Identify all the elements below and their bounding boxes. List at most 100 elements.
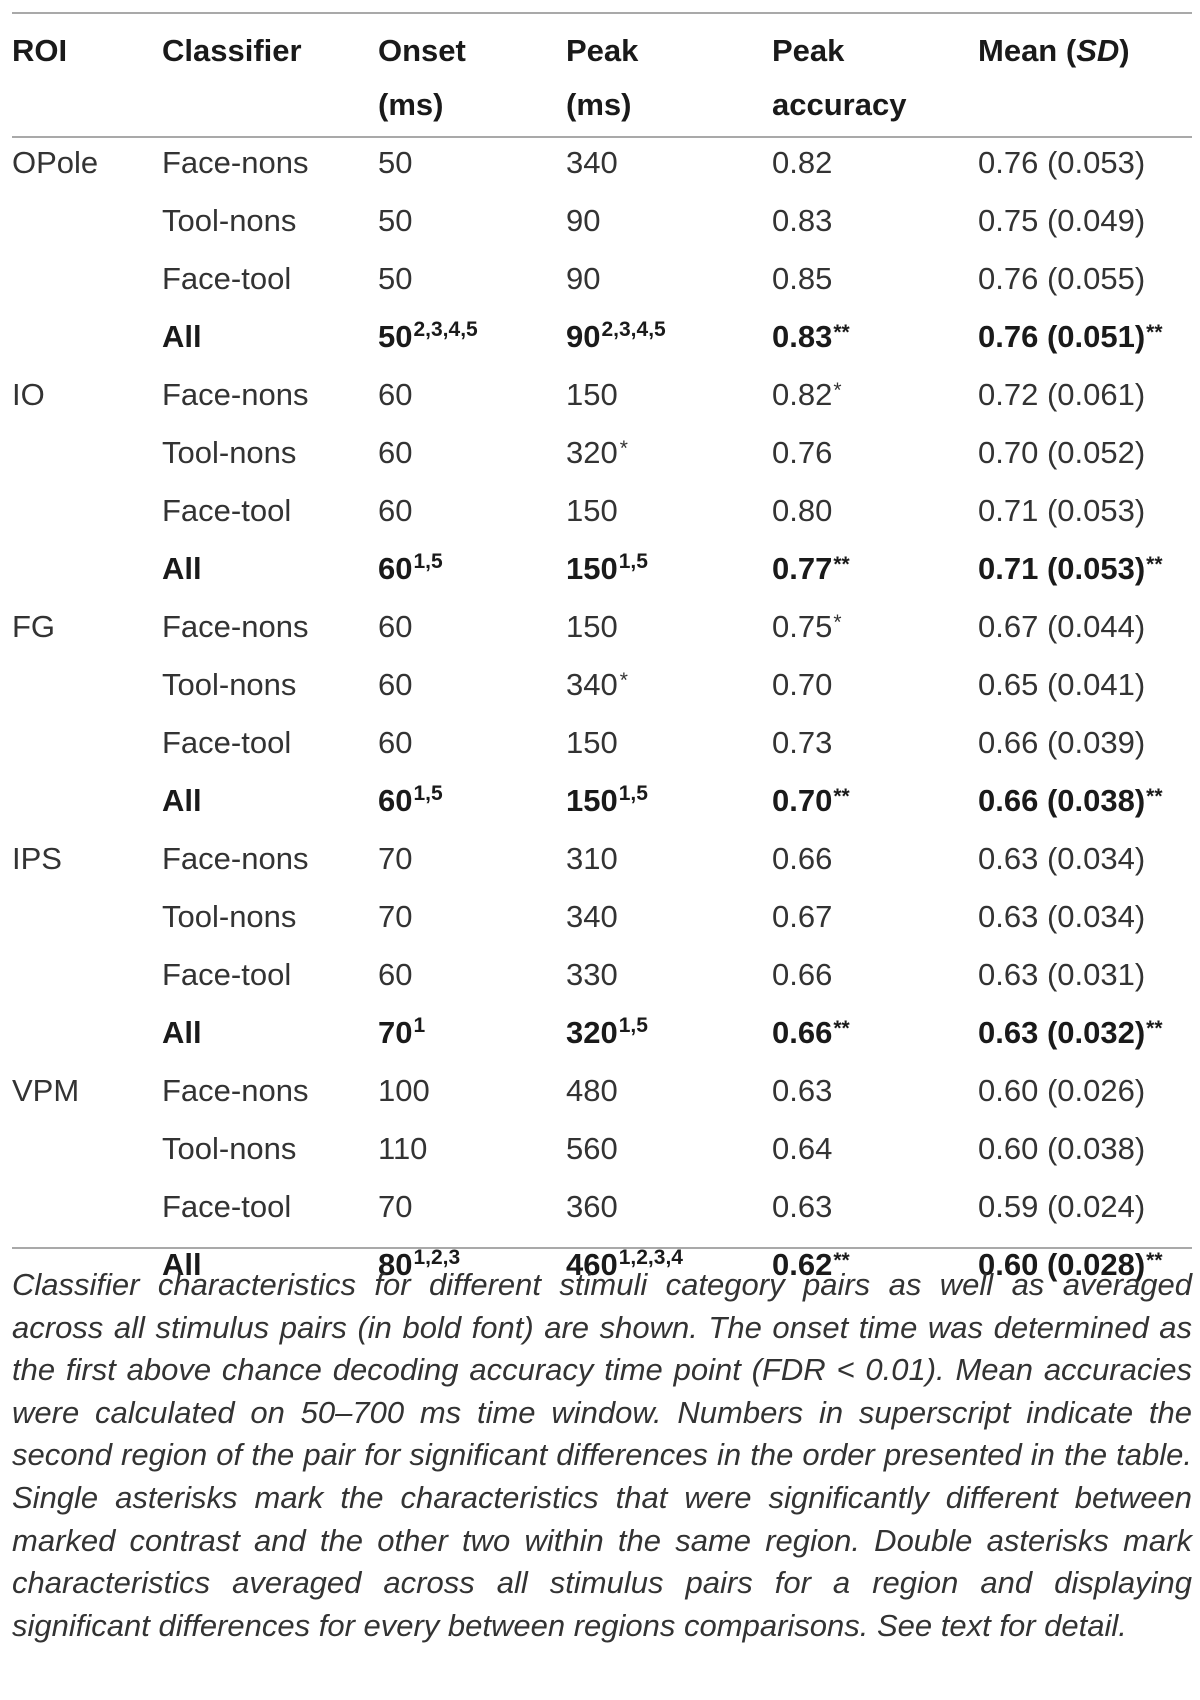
- cell-roi: [12, 948, 162, 1006]
- cell-classifier: Tool-nons: [162, 435, 297, 470]
- cell-peak: 90: [566, 203, 601, 238]
- cell-peak-accuracy: 0.66**: [772, 1015, 850, 1050]
- cell-onset: 70: [378, 899, 413, 934]
- cell-peak-accuracy: 0.75*: [772, 609, 842, 644]
- cell-mean-sd: 0.66 (0.038)**: [978, 783, 1163, 818]
- asterisk-mark: **: [833, 553, 850, 576]
- table-row: Face-tool 70 360 0.63 0.59 (0.024): [12, 1180, 1192, 1238]
- cell-peak-accuracy: 0.73: [772, 725, 833, 760]
- asterisk-mark: **: [833, 1249, 850, 1272]
- cell-roi: IO: [12, 377, 45, 412]
- cell-classifier: Face-nons: [162, 377, 309, 412]
- cell-onset: 60: [378, 609, 413, 644]
- cell-peak: 150: [566, 609, 618, 644]
- cell-onset: 60: [378, 725, 413, 760]
- cell-peak-accuracy: 0.80: [772, 493, 833, 528]
- table-row: All 701 3201,5 0.66** 0.63 (0.032)**: [12, 1006, 1192, 1064]
- cell-peak: 90: [566, 261, 601, 296]
- cell-mean-sd: 0.76 (0.055): [978, 261, 1146, 296]
- asterisk-mark: **: [1146, 1249, 1163, 1272]
- cell-mean-sd: 0.72 (0.061): [978, 377, 1146, 412]
- cell-roi: [12, 658, 162, 716]
- table-caption: Classifier characteristics for different…: [12, 1267, 1192, 1643]
- cell-classifier: Tool-nons: [162, 1131, 297, 1166]
- table-row: All 601,5 1501,5 0.70** 0.66 (0.038)**: [12, 774, 1192, 832]
- cell-roi: [12, 310, 162, 368]
- asterisk-mark: **: [1146, 785, 1163, 808]
- table-row: IPS Face-nons 70 310 0.66 0.63 (0.034): [12, 832, 1192, 890]
- cell-roi: [12, 252, 162, 310]
- table-row: OPole Face-nons 50 340 0.82 0.76 (0.053): [12, 136, 1192, 194]
- cell-peak-accuracy: 0.63: [772, 1073, 833, 1108]
- cell-peak-accuracy: 0.83: [772, 203, 833, 238]
- asterisk-mark: *: [619, 669, 628, 692]
- cell-onset: 60: [378, 377, 413, 412]
- cell-classifier: All: [162, 1247, 202, 1282]
- cell-peak-accuracy: 0.70**: [772, 783, 850, 818]
- cell-peak-accuracy: 0.64: [772, 1131, 833, 1166]
- cell-peak-accuracy: 0.62**: [772, 1247, 850, 1282]
- cell-roi: [12, 716, 162, 774]
- cell-mean-sd: 0.63 (0.032)**: [978, 1015, 1163, 1050]
- cell-mean-sd: 0.75 (0.049): [978, 203, 1146, 238]
- asterisk-mark: **: [833, 785, 850, 808]
- asterisk-mark: **: [1146, 321, 1163, 344]
- cell-peak-accuracy: 0.67: [772, 899, 833, 934]
- cell-peak: 560: [566, 1131, 618, 1166]
- cell-classifier: Face-tool: [162, 261, 292, 296]
- table-top-rule: [12, 12, 1192, 14]
- cell-mean-sd: 0.71 (0.053): [978, 493, 1146, 528]
- cell-mean-sd: 0.63 (0.031): [978, 957, 1146, 992]
- asterisk-mark: *: [833, 611, 842, 634]
- cell-roi: OPole: [12, 145, 99, 180]
- asterisk-mark: **: [1146, 1017, 1163, 1040]
- asterisk-mark: **: [833, 321, 850, 344]
- cell-peak: 310: [566, 841, 618, 876]
- cell-peak-accuracy: 0.63: [772, 1189, 833, 1224]
- cell-peak: 3201,5: [566, 1014, 648, 1050]
- significance-superscript: 2,3,4,5: [413, 318, 478, 341]
- asterisk-mark: **: [1146, 553, 1163, 576]
- table-row: Tool-nons 50 90 0.83 0.75 (0.049): [12, 194, 1192, 252]
- cell-classifier: Face-nons: [162, 1073, 309, 1108]
- results-table: ROI Classifier Onset (ms) Peak (ms) Peak ac…: [12, 24, 1192, 1296]
- asterisk-mark: **: [833, 1017, 850, 1040]
- cell-onset: 502,3,4,5: [378, 318, 478, 354]
- cell-onset: 50: [378, 145, 413, 180]
- cell-peak: 150: [566, 725, 618, 760]
- cell-peak-accuracy: 0.82*: [772, 377, 842, 412]
- cell-peak: 340*: [566, 667, 628, 702]
- cell-classifier: Face-tool: [162, 725, 292, 760]
- cell-onset: 60: [378, 493, 413, 528]
- cell-onset: 50: [378, 261, 413, 296]
- cell-classifier: Face-nons: [162, 609, 309, 644]
- cell-peak: 1501,5: [566, 550, 648, 586]
- cell-roi: [12, 774, 162, 832]
- cell-onset: 70: [378, 1189, 413, 1224]
- cell-onset: 100: [378, 1073, 430, 1108]
- table-row: Tool-nons 70 340 0.67 0.63 (0.034): [12, 890, 1192, 948]
- cell-onset: 70: [378, 841, 413, 876]
- table-row: Face-tool 50 90 0.85 0.76 (0.055): [12, 252, 1192, 310]
- cell-peak: 340: [566, 899, 618, 934]
- cell-roi: [12, 1006, 162, 1064]
- cell-roi: [12, 484, 162, 542]
- cell-peak-accuracy: 0.82: [772, 145, 833, 180]
- table-row: Tool-nons 60 320* 0.76 0.70 (0.052): [12, 426, 1192, 484]
- cell-peak-accuracy: 0.77**: [772, 551, 850, 586]
- cell-onset: 60: [378, 667, 413, 702]
- header-roi: ROI: [12, 33, 68, 68]
- significance-superscript: 1,2,3: [413, 1246, 461, 1269]
- asterisk-mark: *: [619, 437, 628, 460]
- cell-roi: FG: [12, 609, 56, 644]
- cell-onset: 601,5: [378, 550, 443, 586]
- cell-peak: 1501,5: [566, 782, 648, 818]
- cell-classifier: Tool-nons: [162, 899, 297, 934]
- cell-onset: 601,5: [378, 782, 443, 818]
- table-row: Face-tool 60 150 0.80 0.71 (0.053): [12, 484, 1192, 542]
- significance-superscript: 1: [413, 1014, 426, 1037]
- cell-mean-sd: 0.60 (0.026): [978, 1073, 1146, 1108]
- cell-peak: 360: [566, 1189, 618, 1224]
- cell-classifier: Face-tool: [162, 493, 292, 528]
- cell-classifier: Face-nons: [162, 841, 309, 876]
